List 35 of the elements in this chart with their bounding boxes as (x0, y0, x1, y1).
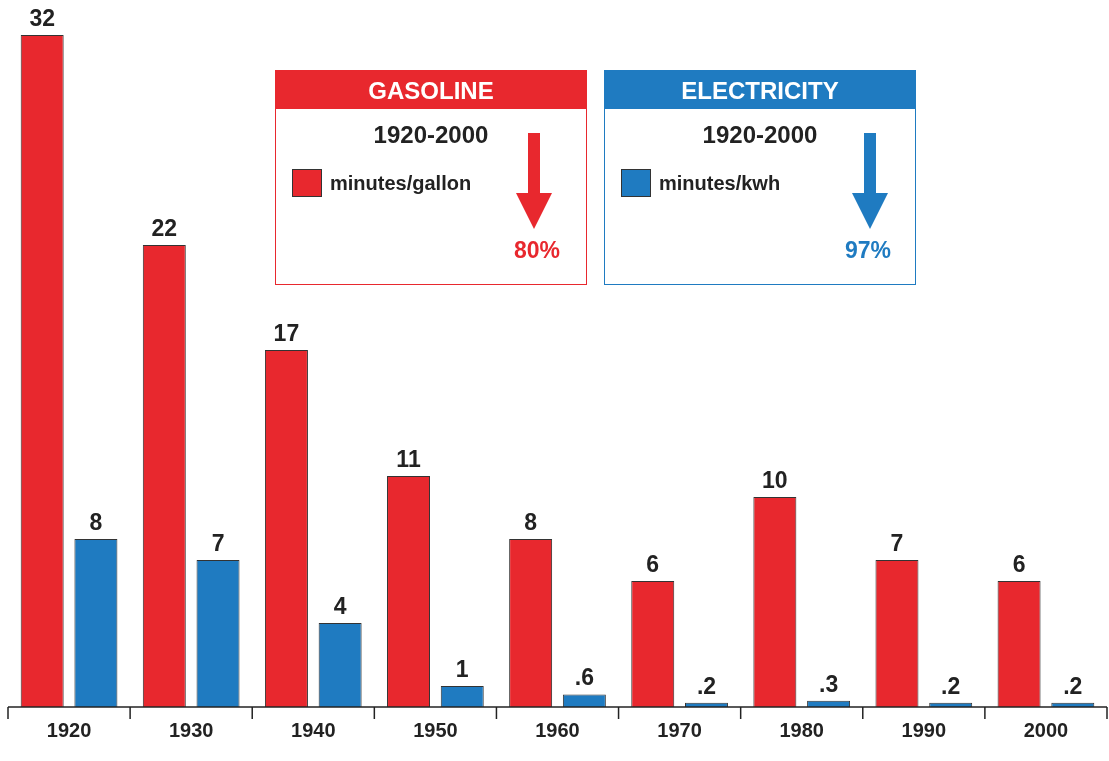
x-tick-label: 1930 (168, 718, 214, 741)
x-tick-label: 1970 (657, 718, 702, 741)
data-label: 11 (396, 445, 421, 472)
legend-label: minutes/gallon (330, 171, 472, 195)
data-label: 7 (211, 529, 225, 556)
data-label: .6 (574, 664, 594, 691)
x-tick-label: 1920 (46, 718, 92, 741)
data-label: 17 (273, 319, 300, 346)
header-banner: ELECTRICITY (605, 71, 915, 109)
data-label: .2 (941, 672, 961, 699)
annotation: 80% (514, 237, 561, 264)
data-label: 1 (455, 655, 469, 682)
annotation: 1920-2000 (701, 121, 819, 149)
data-label: .2 (1063, 672, 1083, 699)
data-label: 4 (333, 592, 347, 619)
annotation: 97% (845, 237, 892, 264)
data-label: .3 (818, 670, 839, 697)
data-label: 22 (151, 214, 178, 241)
x-tick-label: 1940 (291, 718, 336, 741)
x-tick-label: 2000 (1023, 718, 1069, 741)
data-label: 32 (29, 4, 55, 31)
data-label: 6 (646, 550, 660, 577)
data-label: 6 (1012, 550, 1026, 577)
annotation: 1920-2000 (372, 121, 490, 149)
data-label: 10 (762, 466, 788, 493)
data-label: .2 (696, 672, 717, 699)
x-tick-label: 1980 (779, 718, 824, 741)
data-label: 8 (89, 508, 103, 535)
legend-label: minutes/kwh (659, 171, 781, 195)
x-tick-label: 1960 (535, 718, 580, 741)
data-label: 8 (524, 508, 538, 535)
data-label: 7 (890, 529, 904, 556)
x-tick-label: 1990 (901, 718, 947, 741)
header-banner: GASOLINE (276, 71, 586, 109)
x-tick-label: 1950 (413, 718, 458, 741)
